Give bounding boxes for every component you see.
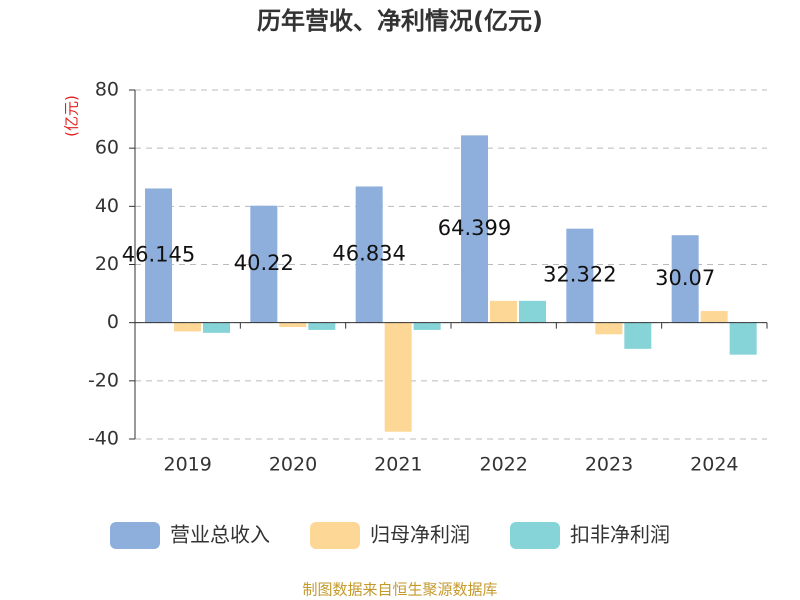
- legend-swatch: [110, 522, 160, 549]
- bar: [595, 322, 623, 335]
- data-label: 64.399: [438, 216, 511, 240]
- bar: [519, 300, 546, 323]
- bar: [355, 186, 383, 323]
- data-label: 46.145: [122, 243, 195, 267]
- y-tick-label: 20: [95, 253, 119, 275]
- bar: [203, 322, 230, 333]
- data-label: 30.07: [655, 266, 715, 290]
- data-label: 46.834: [332, 242, 405, 266]
- bar: [624, 322, 652, 349]
- bar: [384, 322, 412, 432]
- x-tick-label: 2020: [269, 454, 317, 476]
- bar: [279, 322, 307, 328]
- bar: [461, 135, 488, 323]
- bar: [566, 228, 594, 323]
- y-tick-label: 40: [95, 195, 119, 217]
- bar: [729, 322, 757, 355]
- data-label: 32.322: [543, 263, 616, 287]
- legend-swatch: [510, 522, 560, 549]
- bar: [250, 205, 278, 323]
- y-axis-label: (亿元): [63, 95, 81, 137]
- bar: [413, 322, 441, 330]
- y-tick-label: -40: [88, 428, 119, 450]
- legend-label: 营业总收入: [170, 523, 270, 547]
- bar: [700, 311, 728, 323]
- bar: [671, 235, 699, 323]
- x-tick-label: 2019: [163, 454, 211, 476]
- y-tick-label: -20: [88, 369, 119, 391]
- bar: [308, 322, 336, 330]
- x-tick-label: 2021: [374, 454, 422, 476]
- source-note: 制图数据来自恒生聚源数据库: [302, 581, 497, 599]
- x-tick-label: 2023: [585, 454, 633, 476]
- data-label: 40.22: [234, 251, 294, 275]
- y-tick-label: 80: [95, 79, 119, 101]
- bar: [145, 188, 172, 323]
- bar: [174, 322, 201, 332]
- x-tick-label: 2024: [690, 454, 738, 476]
- bar: [490, 300, 517, 323]
- y-tick-label: 0: [107, 311, 119, 333]
- y-tick-label: 60: [95, 137, 119, 159]
- x-tick-label: 2022: [479, 454, 527, 476]
- legend-swatch: [310, 522, 360, 549]
- legend-label: 扣非净利润: [570, 523, 670, 547]
- legend-label: 归母净利润: [370, 523, 470, 547]
- chart-title: 历年营收、净利情况(亿元): [257, 7, 543, 35]
